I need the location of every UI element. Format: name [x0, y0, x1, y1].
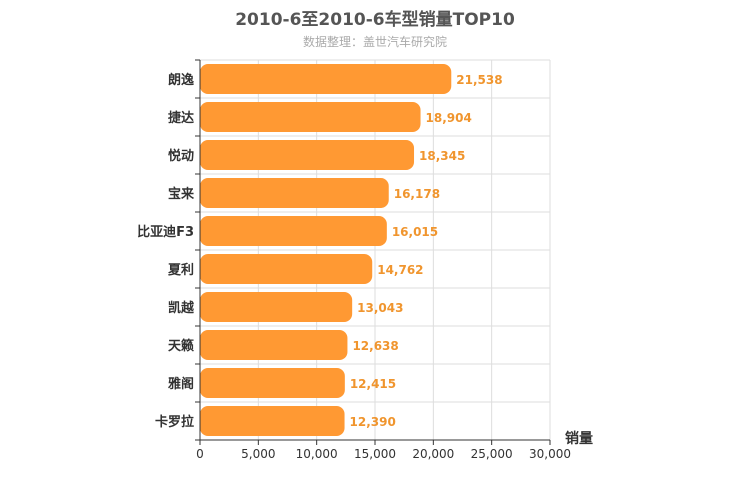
category-label: 捷达 [168, 110, 194, 126]
category-label: 悦动 [168, 148, 194, 164]
bar [200, 254, 373, 284]
category-label: 卡罗拉 [155, 414, 194, 430]
bar [200, 140, 415, 170]
bar [200, 102, 421, 132]
category-label: 比亚迪F3 [137, 224, 194, 240]
category-label: 宝来 [168, 186, 195, 202]
bar [200, 406, 345, 436]
category-label: 夏利 [167, 262, 194, 278]
data-label: 12,390 [350, 415, 396, 429]
data-label: 18,345 [419, 149, 465, 163]
bar [200, 216, 387, 246]
category-label: 天籁 [168, 338, 194, 354]
bar [200, 330, 348, 360]
bar [200, 292, 353, 322]
data-label: 12,638 [352, 339, 398, 353]
bar-layer [200, 64, 452, 436]
bar [200, 178, 389, 208]
chart-title: 2010-6至2010-6车型销量TOP10 [235, 10, 515, 30]
x-axis-title: 销量 [565, 430, 593, 447]
category-label: 朗逸 [168, 72, 194, 88]
data-label: 14,762 [377, 263, 423, 277]
x-tick-label: 15,000 [354, 447, 396, 461]
data-label: 16,178 [394, 187, 440, 201]
data-label: 21,538 [456, 73, 502, 87]
bar [200, 64, 452, 94]
bar [200, 368, 345, 398]
category-label: 凯越 [168, 300, 195, 316]
x-tick-label: 10,000 [296, 447, 338, 461]
data-label: 16,015 [392, 225, 438, 239]
data-label: 13,043 [357, 301, 403, 315]
x-tick-label: 30,000 [529, 447, 571, 461]
x-tick-label: 25,000 [471, 447, 513, 461]
data-label: 18,904 [426, 111, 472, 125]
x-tick-label: 0 [196, 447, 204, 461]
data-label: 12,415 [350, 377, 396, 391]
category-label: 雅阁 [168, 376, 194, 392]
x-tick-label: 5,000 [241, 447, 275, 461]
chart-subtitle: 数据整理：盖世汽车研究院 [302, 35, 447, 49]
label-layer: 朗逸 21,538 捷达 18,904 悦动 18,345 宝来 16,178 比亚迪F3 16,… [137, 72, 503, 430]
x-tick-label: 20,000 [412, 447, 454, 461]
